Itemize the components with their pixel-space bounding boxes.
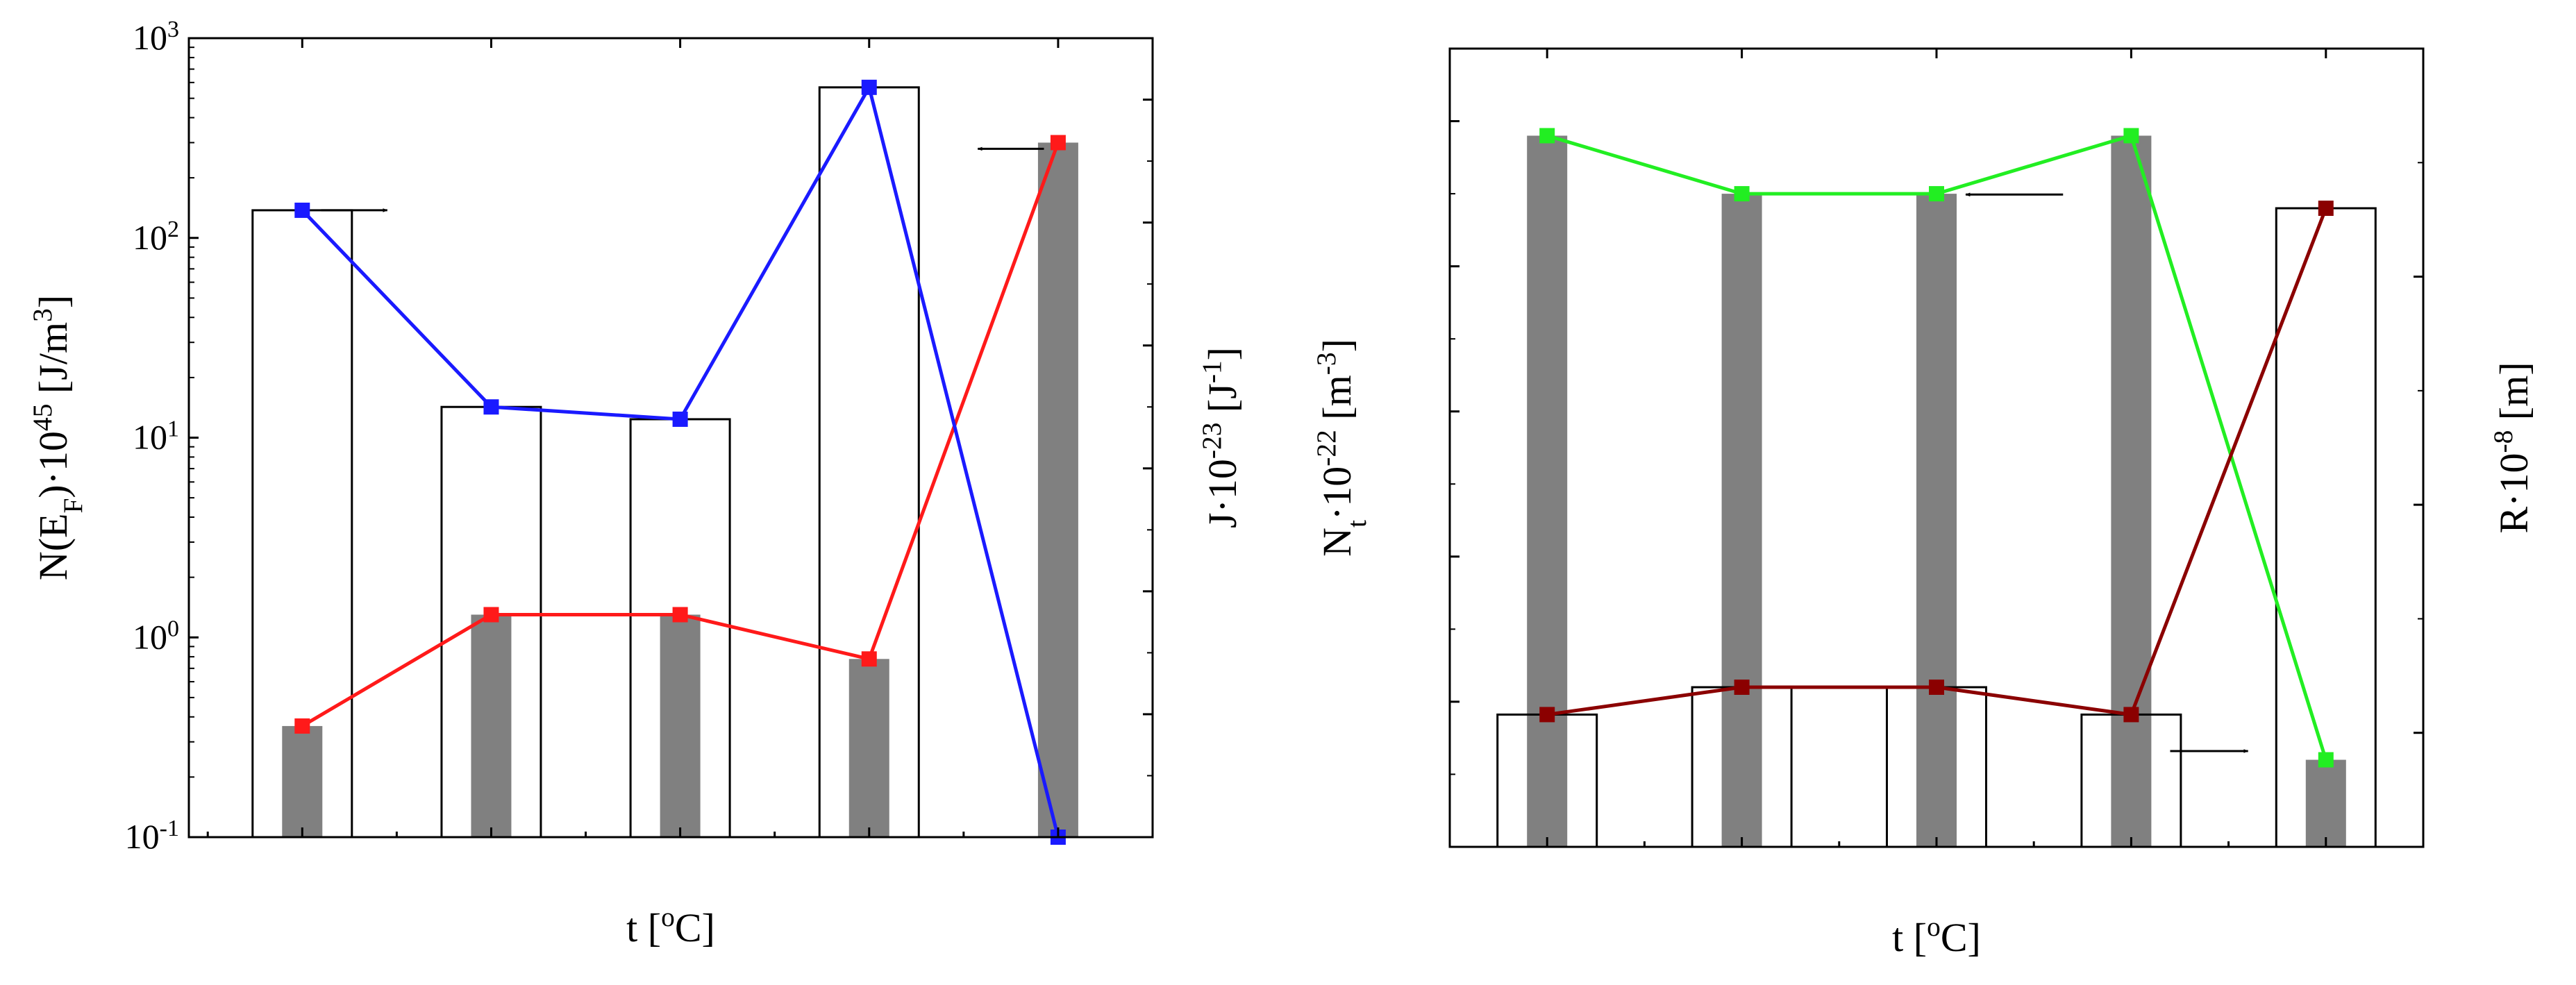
series-point-0 xyxy=(1734,680,1750,695)
left-tick-label: 102 xyxy=(133,216,179,257)
series-point-20 xyxy=(1929,186,1944,202)
bar-filled--20 xyxy=(1527,135,1568,847)
series-point-20 xyxy=(672,411,688,427)
series-point-60 xyxy=(2318,201,2334,216)
x-axis-title: t [oC] xyxy=(626,902,715,950)
chart-panel-a: 10-1 100 101 102 103 N(EF)·1045 [J/m3] J·10-23… xyxy=(27,17,1245,951)
series-point-60 xyxy=(1050,135,1066,151)
series-point--20 xyxy=(294,718,310,734)
bar-outline-60 xyxy=(2275,207,2377,848)
bar-filled-0 xyxy=(471,614,512,837)
series-point-20 xyxy=(672,607,688,623)
series-point-60 xyxy=(2318,752,2334,768)
series-point-20 xyxy=(1929,680,1944,695)
bar-filled-20 xyxy=(1916,194,1957,847)
series-point-40 xyxy=(2123,128,2139,144)
series-point-40 xyxy=(861,651,877,667)
bar-filled--20 xyxy=(282,725,323,837)
bar-filled-20 xyxy=(660,614,701,837)
right-axis-title: R·10-8 [m] xyxy=(2488,362,2536,533)
left-tick-label: 10-1 xyxy=(125,816,179,857)
series-point-40 xyxy=(2123,707,2139,723)
left-tick-label: 101 xyxy=(133,416,179,457)
series-point-0 xyxy=(483,399,499,415)
right-axis-title: J·10-23 [J-1] xyxy=(1196,347,1245,528)
series-point--20 xyxy=(1539,707,1555,723)
series-point-0 xyxy=(1734,186,1750,202)
series-point-0 xyxy=(483,607,499,623)
series-point-40 xyxy=(861,79,877,95)
bar-filled-40 xyxy=(848,659,889,837)
left-tick-label: 103 xyxy=(133,17,179,58)
bar-filled-60 xyxy=(1037,142,1078,837)
bar-filled-40 xyxy=(2111,135,2152,847)
left-tick-label: 100 xyxy=(133,616,179,657)
series-point--20 xyxy=(1539,128,1555,144)
bar-filled-60 xyxy=(2305,759,2346,847)
left-axis-title: N(EF)·1045 [J/m3] xyxy=(27,295,88,580)
left-axis-title: Nt·10-22 [m-3] xyxy=(1311,339,1372,557)
x-axis-title: t [oC] xyxy=(1892,911,1981,960)
chart-panel-b: Nt·10-22 [m-3] R·10-8 [m] t [oC] xyxy=(1311,47,2536,960)
bar-filled-0 xyxy=(1721,194,1762,847)
series-point--20 xyxy=(294,202,310,218)
